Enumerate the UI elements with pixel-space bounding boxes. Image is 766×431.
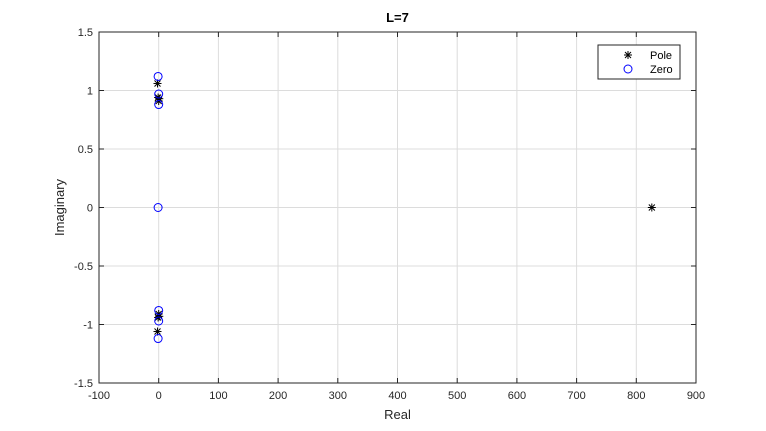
legend-box — [597, 44, 681, 80]
y-tick-label: 0.5 — [78, 144, 93, 156]
pole-marker — [647, 203, 656, 212]
x-tick-label: -100 — [88, 390, 110, 402]
zero-marker — [153, 203, 163, 212]
y-tick-label: 1.5 — [78, 27, 93, 39]
x-tick-label: 300 — [329, 390, 347, 402]
y-tick-label: -1 — [83, 320, 93, 332]
x-tick-label: 200 — [269, 390, 287, 402]
y-axis-label: Imaginary — [52, 178, 67, 236]
x-tick-label: 100 — [209, 390, 227, 402]
zero-marker — [154, 100, 164, 110]
y-tick-label: 0 — [87, 203, 93, 215]
legend-zero-label: Zero — [650, 64, 673, 76]
zero-marker — [154, 316, 164, 326]
zero-marker — [154, 305, 164, 315]
x-tick-label: 900 — [687, 390, 705, 402]
legend-pole-label: Pole — [650, 50, 672, 62]
y-tick-label: 1 — [87, 86, 93, 98]
x-tick-label: 400 — [388, 390, 406, 402]
zero-marker — [153, 334, 163, 344]
legend: Pole Zero — [597, 44, 681, 80]
x-tick-label: 600 — [508, 390, 526, 402]
legend-zero-marker — [623, 64, 633, 74]
x-tick-label: 500 — [448, 390, 466, 402]
y-tick-label: -1.5 — [74, 378, 93, 390]
axes — [98, 31, 697, 384]
zero-marker — [154, 89, 164, 99]
x-tick-label: 700 — [567, 390, 585, 402]
data-markers — [153, 71, 656, 344]
y-tick-label: -0.5 — [74, 261, 93, 273]
legend-pole-marker — [624, 51, 632, 59]
chart-title: L=7 — [386, 10, 409, 25]
x-tick-label: 0 — [156, 390, 162, 402]
x-tick-label: 800 — [627, 390, 645, 402]
pole-marker — [153, 79, 162, 88]
zero-marker — [153, 71, 163, 81]
x-axis-label: Real — [384, 407, 411, 422]
tick-labels: -100 0 100 200 300 400 500 600 700 800 900 -1.5 -1 -0… — [74, 27, 705, 402]
